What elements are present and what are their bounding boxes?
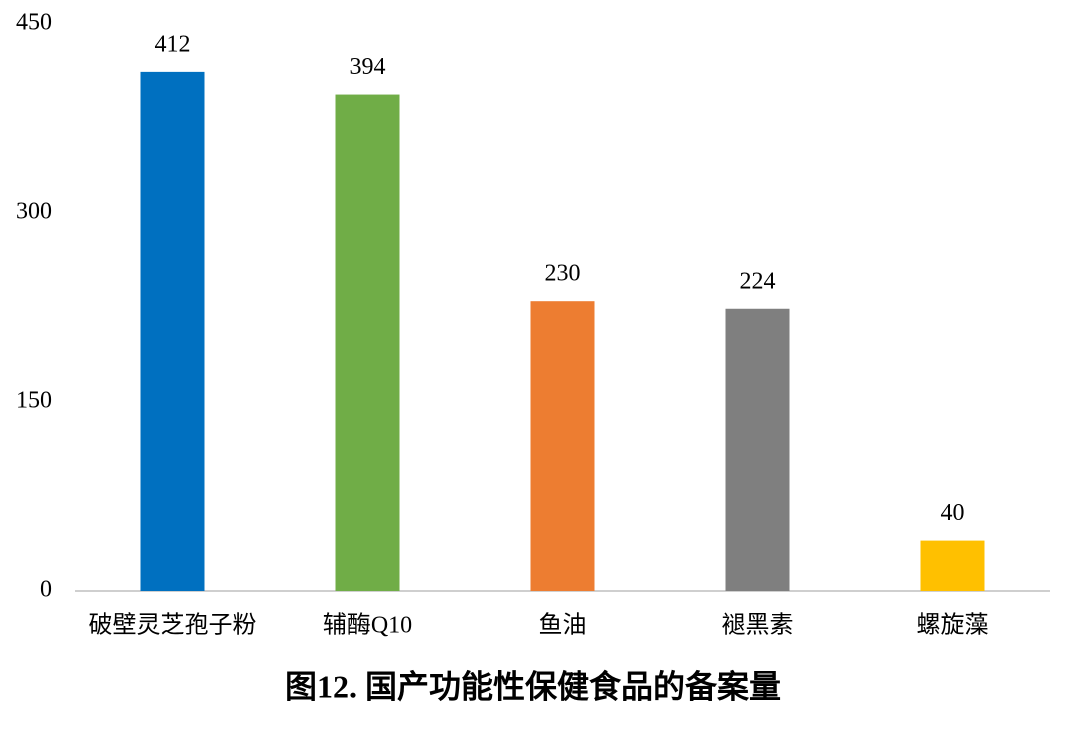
x-tick-label: 螺旋藻	[917, 612, 989, 639]
bar	[140, 71, 205, 591]
bar	[335, 94, 400, 591]
bar	[920, 540, 985, 591]
y-tick-label: 450	[16, 10, 52, 36]
x-tick-label: 褪黑素	[722, 612, 794, 639]
y-tick-label: 150	[16, 388, 52, 414]
value-label: 230	[545, 261, 581, 287]
chart-title: 图12. 国产功能性保健食品的备案量	[285, 668, 781, 704]
bar	[530, 301, 595, 591]
y-tick-label: 0	[40, 577, 52, 603]
value-label: 412	[155, 31, 191, 57]
x-tick-label: 辅酶Q10	[323, 612, 412, 639]
y-tick-label: 300	[16, 199, 52, 225]
value-label: 40	[941, 500, 965, 526]
x-tick-label: 破壁灵芝孢子粉	[89, 612, 257, 639]
bar	[725, 308, 790, 591]
value-label: 224	[740, 268, 776, 294]
x-tick-label: 鱼油	[539, 612, 587, 639]
value-label: 394	[350, 54, 386, 80]
